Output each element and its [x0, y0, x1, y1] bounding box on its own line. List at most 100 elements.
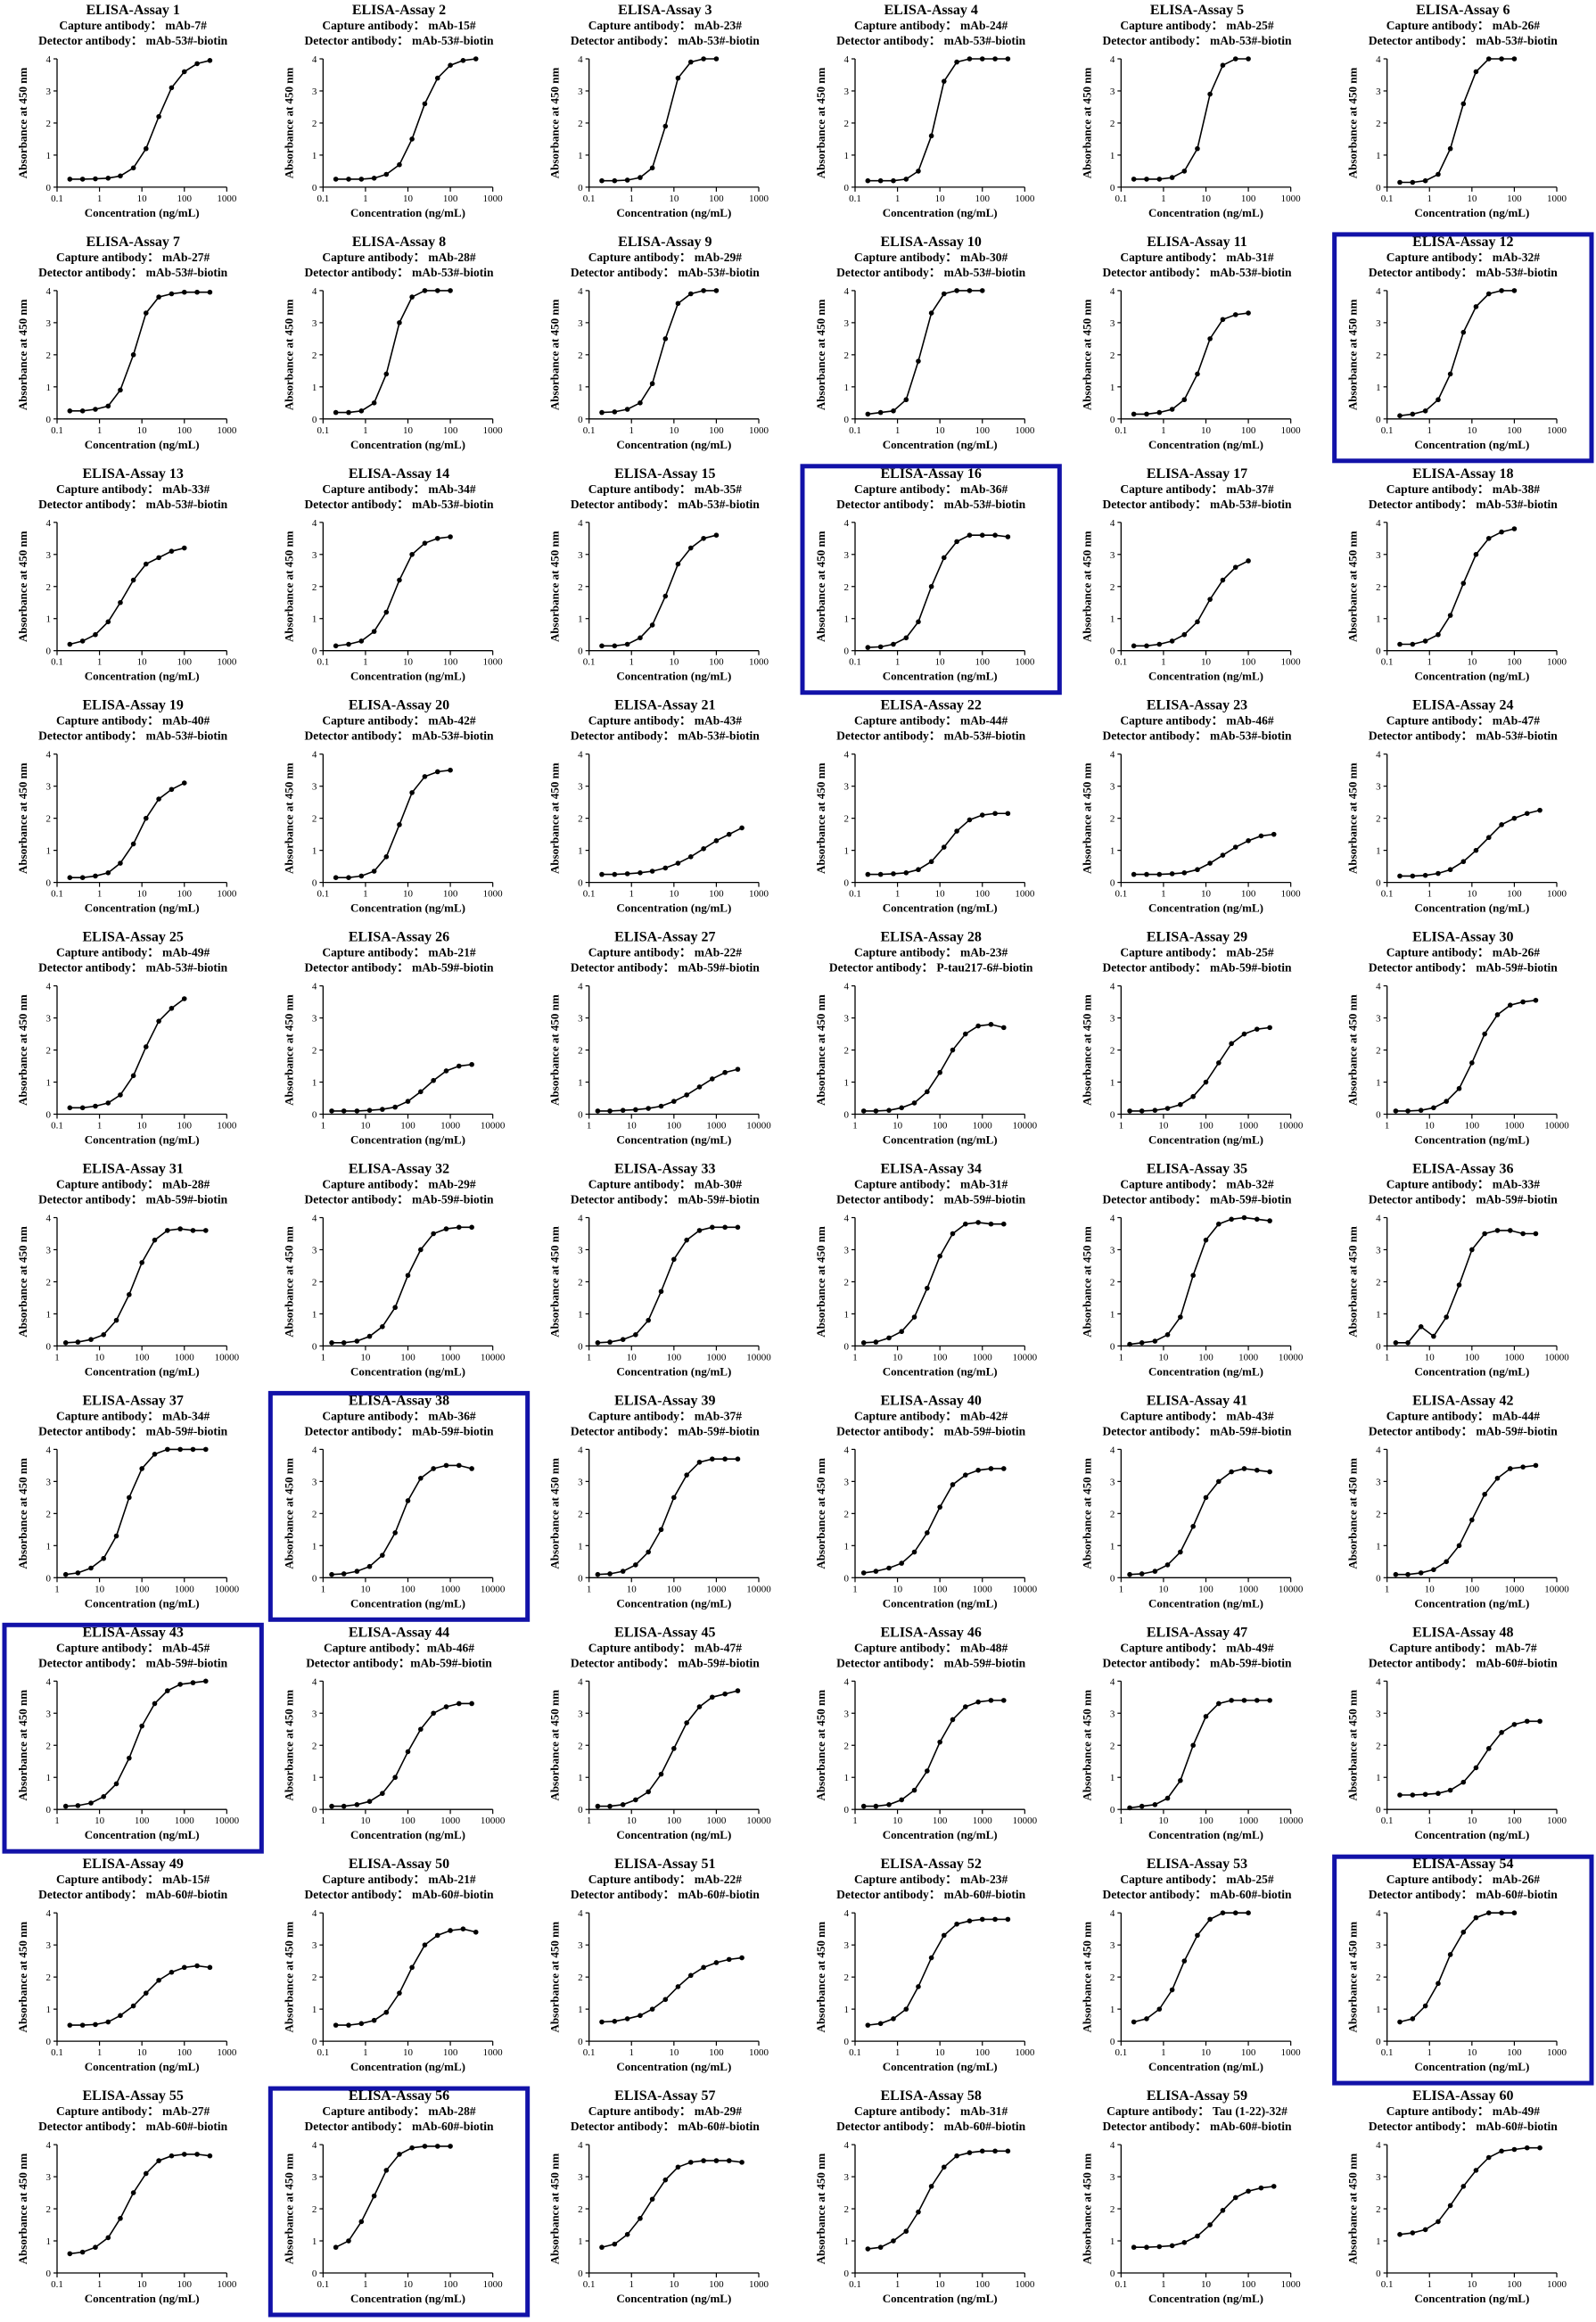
x-tick-label: 10 [137, 657, 148, 668]
data-point [675, 1984, 681, 1989]
data-point [1397, 873, 1403, 879]
x-tick-label: 1 [1161, 657, 1166, 668]
data-point [646, 1789, 651, 1795]
y-tick-label: 2 [1110, 814, 1115, 825]
x-tick-label: 0.1 [1381, 657, 1394, 668]
x-tick-label: 10 [403, 657, 414, 668]
y-tick-label: 0 [578, 646, 583, 657]
detector-antibody: Detector antibody： mAb-59#-biotin [1103, 1656, 1292, 1669]
fit-curve [1130, 1026, 1271, 1112]
x-axis-label: Concentration (ng/mL) [616, 1133, 731, 1147]
data-point [1499, 822, 1504, 828]
y-tick-label: 4 [46, 982, 52, 992]
data-point [333, 2244, 339, 2251]
data-point [329, 1571, 334, 1577]
data-point [1232, 56, 1238, 62]
x-tick-label: 10 [893, 1584, 903, 1594]
y-tick-label: 3 [1376, 2172, 1381, 2183]
data-point [1511, 1722, 1518, 1727]
x-tick-label: 1 [895, 425, 901, 436]
data-point [950, 1482, 956, 1487]
capture-antibody: Capture antibody： mAb-23# [854, 946, 1008, 959]
y-axis-label: Absorbance at 450 nm [282, 1922, 295, 2033]
y-tick-label: 4 [1110, 1676, 1115, 1687]
panel-title: ELISA-Assay 48 [1412, 1625, 1513, 1640]
x-tick-label: 1000 [973, 1584, 993, 1594]
fit-curve [1133, 58, 1249, 180]
x-tick-label: 1 [1385, 1584, 1390, 1594]
data-point [75, 1570, 81, 1576]
y-tick-label: 3 [46, 550, 52, 561]
y-axis-label: Absorbance at 450 nm [16, 531, 29, 642]
y-tick-label: 0 [1376, 1573, 1381, 1584]
panel-title: ELISA-Assay 12 [1412, 235, 1513, 250]
data-point [165, 1446, 170, 1453]
y-axis-label: Absorbance at 450 nm [282, 531, 295, 642]
data-point [612, 2018, 618, 2024]
data-point [152, 1700, 158, 1707]
detector-antibody: Detector antibody： mAb-60#-biotin [571, 2120, 760, 2133]
detector-antibody: Detector antibody： mAb-60#-biotin [1369, 2120, 1558, 2133]
data-point [443, 1068, 449, 1074]
data-point [1511, 56, 1518, 62]
data-point [1164, 1562, 1171, 1568]
y-tick-label: 2 [1376, 1509, 1381, 1519]
detector-antibody: Detector antibody： mAb-53#-biotin [38, 961, 227, 975]
data-point [967, 2150, 973, 2155]
data-point [456, 1063, 462, 1069]
data-point [1460, 329, 1467, 335]
fit-curve [70, 2153, 210, 2255]
x-tick-label: 1 [97, 1121, 103, 1132]
data-point [726, 1956, 732, 1963]
panel-title: ELISA-Assay 54 [1412, 1857, 1513, 1872]
data-point [165, 1228, 170, 1233]
y-tick-label: 0 [1376, 183, 1381, 194]
panel-title: ELISA-Assay 22 [880, 698, 981, 713]
y-tick-label: 1 [844, 1309, 850, 1320]
fit-curve [1399, 58, 1515, 184]
panel-title: ELISA-Assay 20 [349, 698, 449, 713]
x-tick-label: 0.1 [583, 889, 596, 900]
data-point [620, 1802, 626, 1807]
y-tick-label: 0 [844, 1573, 850, 1584]
data-point [649, 622, 655, 628]
panel-title: ELISA-Assay 23 [1147, 698, 1247, 713]
x-tick-label: 1000 [217, 657, 237, 668]
x-axis-label: Concentration (ng/mL) [883, 1133, 998, 1147]
x-tick-label: 0.1 [1381, 2047, 1394, 2058]
x-tick-label: 1 [321, 1584, 326, 1594]
x-tick-label: 0.1 [583, 425, 596, 436]
y-tick-label: 3 [578, 86, 583, 97]
x-tick-label: 10 [1467, 2279, 1477, 2290]
y-tick-label: 0 [578, 183, 583, 194]
capture-antibody: Capture antibody： mAb-29# [588, 2104, 743, 2118]
data-point [346, 2022, 351, 2028]
data-point [941, 291, 947, 297]
data-point [992, 532, 998, 538]
data-point [1144, 2244, 1149, 2251]
y-tick-label: 2 [844, 582, 850, 593]
x-tick-label: 1000 [706, 1816, 727, 1826]
data-point [93, 1103, 98, 1109]
x-tick-label: 1 [895, 2047, 901, 2058]
y-tick-label: 1 [46, 846, 52, 857]
x-tick-label: 1000 [440, 1352, 461, 1363]
data-point [405, 1498, 411, 1503]
data-point [329, 1803, 334, 1809]
data-point [954, 288, 959, 293]
x-tick-label: 0.1 [849, 2047, 861, 2058]
x-tick-label: 1 [97, 657, 103, 668]
capture-antibody: Capture antibody： mAb-29# [588, 251, 743, 264]
x-tick-label: 100 [667, 1816, 682, 1826]
capture-antibody: Capture antibody： mAb-42# [322, 714, 476, 728]
data-point [1511, 1910, 1518, 1915]
y-tick-label: 1 [578, 846, 583, 857]
x-tick-label: 1 [97, 2279, 103, 2290]
data-point [460, 57, 466, 63]
fit-curve [1133, 2186, 1274, 2249]
fit-curve [868, 2150, 1008, 2250]
y-tick-label: 1 [578, 2236, 583, 2247]
data-point [649, 165, 655, 171]
